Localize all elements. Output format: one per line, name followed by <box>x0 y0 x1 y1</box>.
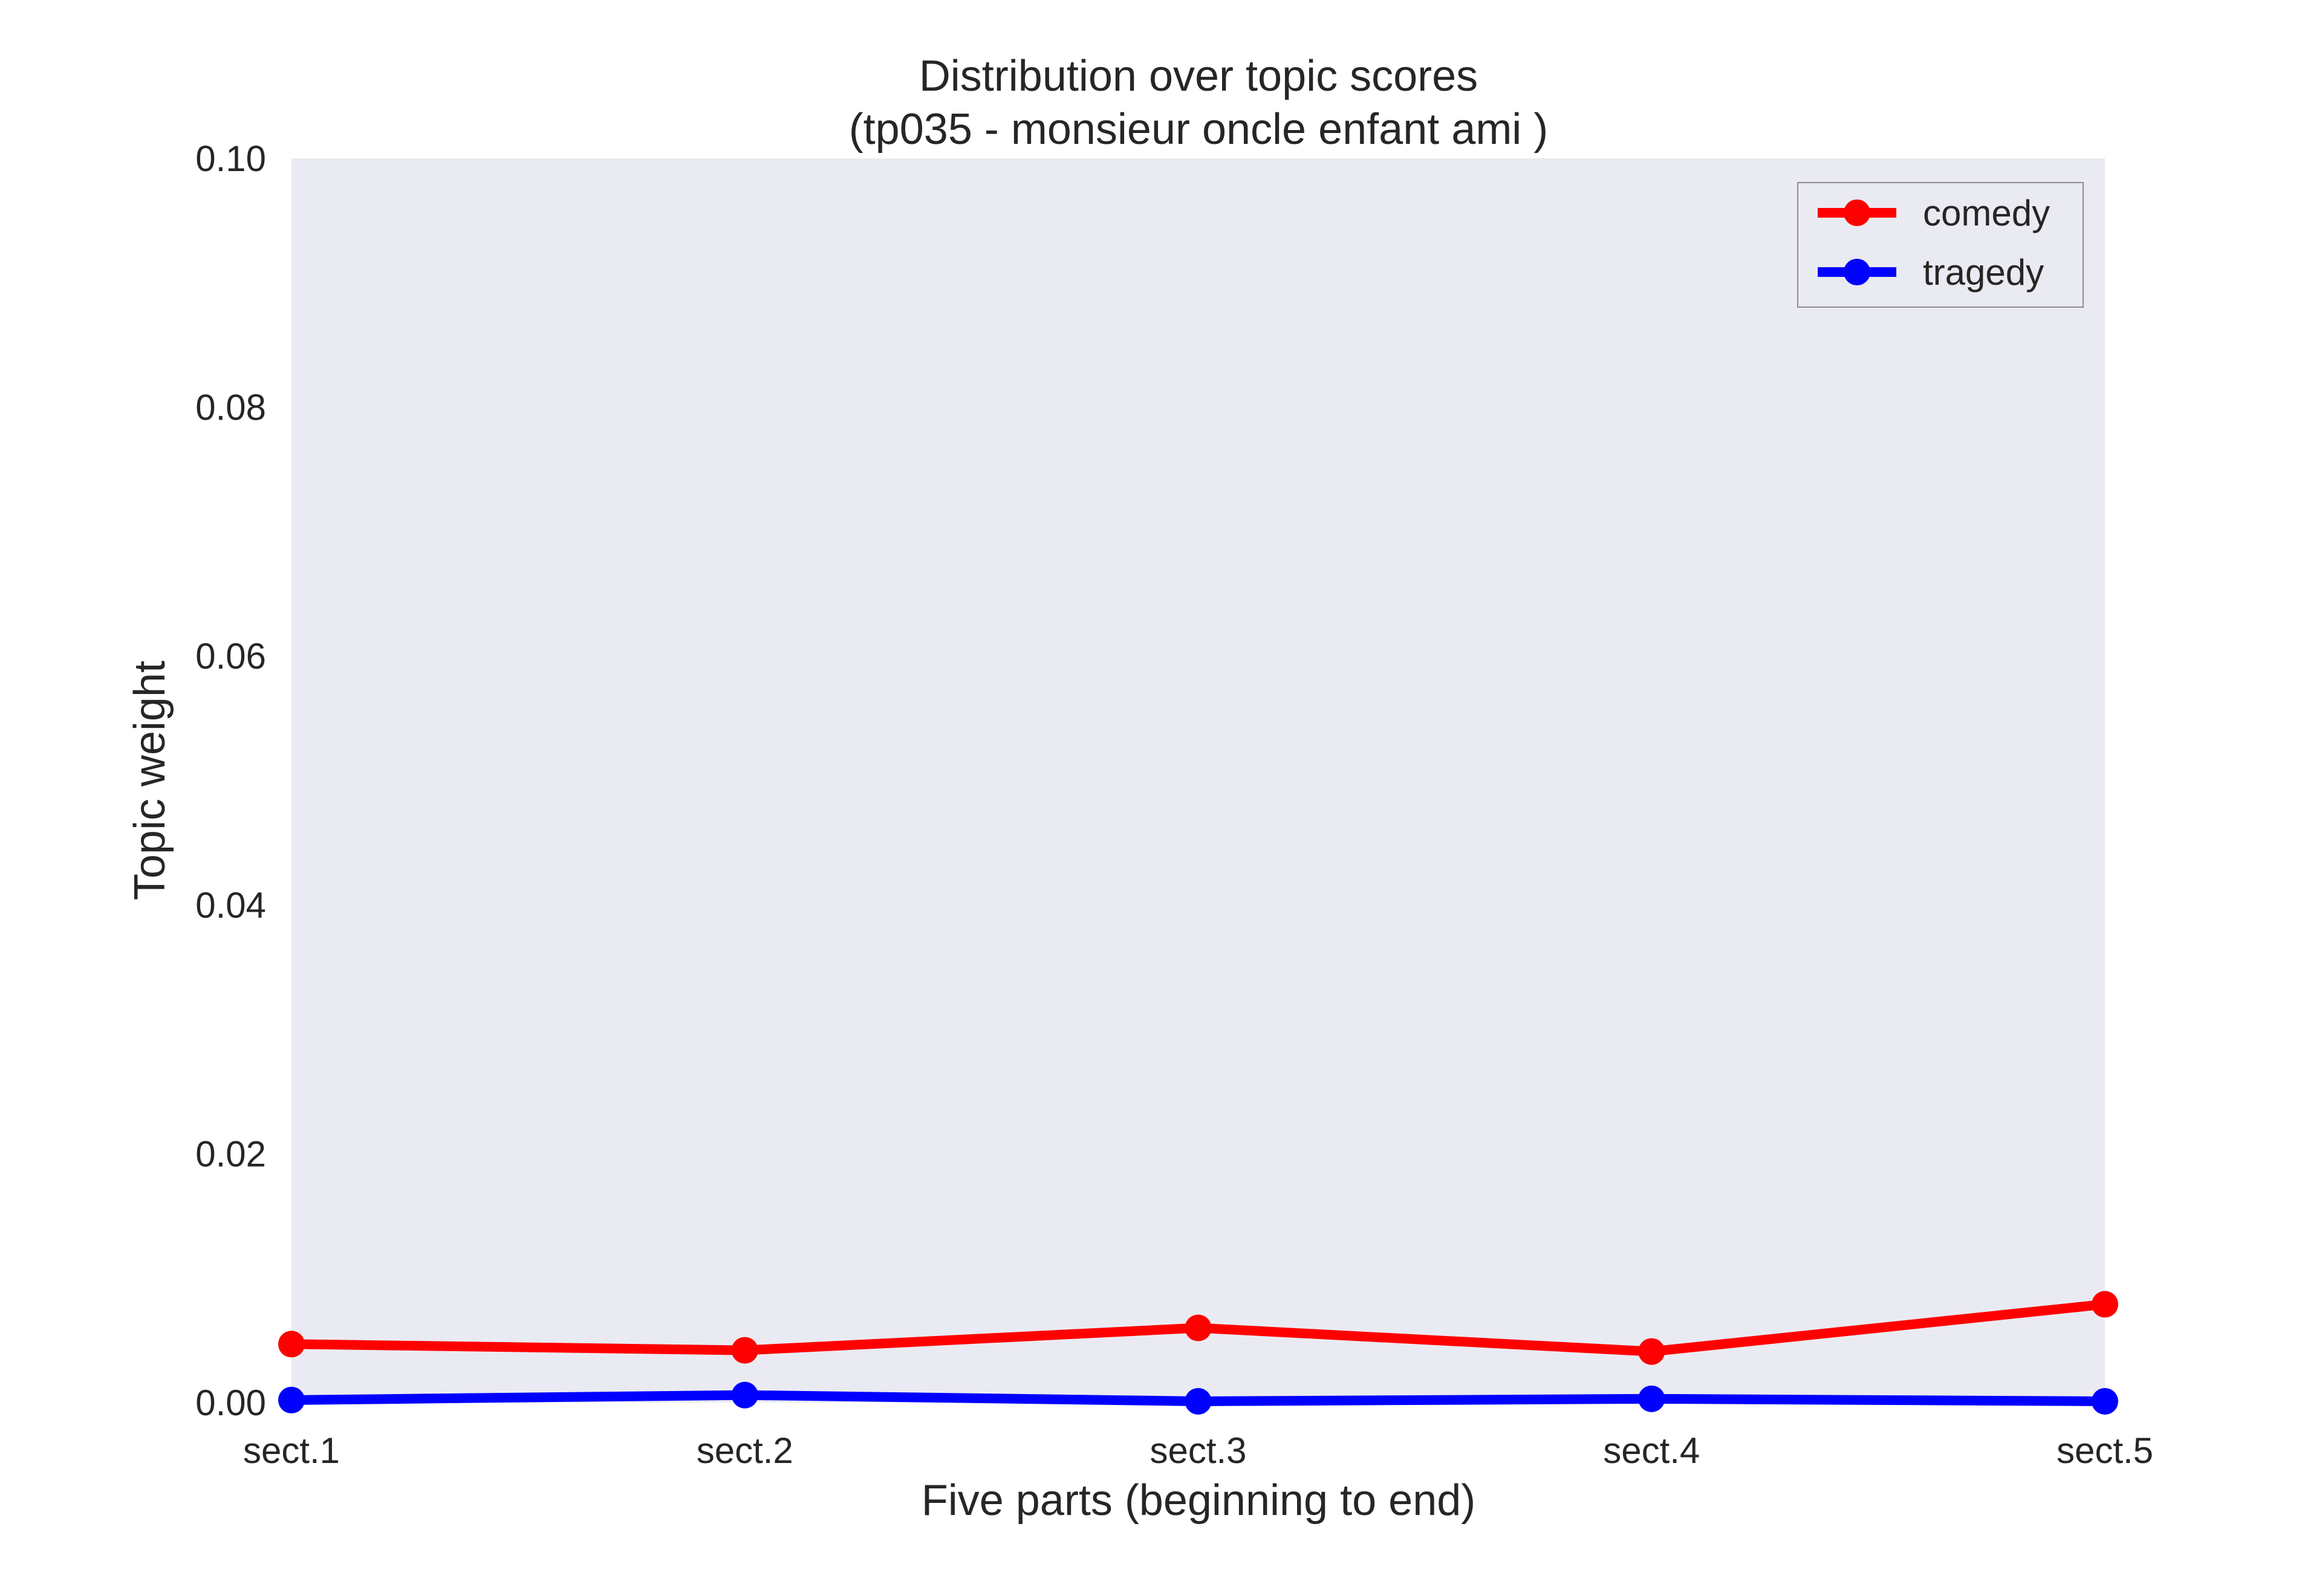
y-tick-label: 0.02 <box>195 1134 266 1174</box>
x-tick-label: sect.5 <box>2057 1430 2153 1471</box>
legend-item: comedy <box>1818 193 2050 233</box>
series-comedy <box>278 1291 2118 1365</box>
y-tick-label: 0.10 <box>195 138 266 179</box>
plot-area <box>291 158 2105 1403</box>
legend-box <box>1797 182 2084 308</box>
data-point <box>278 1331 305 1358</box>
data-point <box>1185 1314 1212 1341</box>
chart-subtitle: (tp035 - monsieur oncle enfant ami ) <box>849 105 1549 154</box>
x-tick-label: sect.4 <box>1603 1430 1700 1471</box>
x-tick-label: sect.1 <box>243 1430 340 1471</box>
data-point <box>2092 1291 2118 1318</box>
y-tick-label: 0.00 <box>195 1383 266 1423</box>
data-point <box>1185 1387 1212 1415</box>
series-layer <box>278 1291 2118 1415</box>
data-point <box>731 1337 758 1364</box>
legend-marker <box>1844 199 1870 226</box>
y-axis-label: Topic weight <box>126 661 174 900</box>
x-axis-ticks: sect.1 sect.2 sect.3 sect.4 sect.5 <box>243 1430 2153 1471</box>
y-tick-label: 0.08 <box>195 388 266 428</box>
legend-item: tragedy <box>1818 252 2044 293</box>
data-point <box>731 1381 758 1409</box>
series-tragedy <box>278 1381 2118 1415</box>
y-tick-label: 0.04 <box>195 885 266 926</box>
legend-label: tragedy <box>1923 252 2044 293</box>
legend-label: comedy <box>1923 193 2050 233</box>
legend-marker <box>1844 259 1870 285</box>
y-tick-label: 0.06 <box>195 636 266 676</box>
data-point <box>1638 1385 1665 1412</box>
chart-title: Distribution over topic scores <box>919 52 1478 100</box>
data-point <box>278 1386 305 1413</box>
x-tick-label: sect.3 <box>1150 1430 1246 1471</box>
x-tick-label: sect.2 <box>697 1430 793 1471</box>
y-axis-ticks: 0.00 0.02 0.04 0.06 0.08 0.10 <box>195 138 266 1423</box>
x-axis-label: Five parts (beginning to end) <box>922 1476 1476 1525</box>
data-point <box>2092 1387 2118 1415</box>
data-point <box>1638 1338 1665 1365</box>
legend: comedy tragedy <box>1797 182 2084 308</box>
